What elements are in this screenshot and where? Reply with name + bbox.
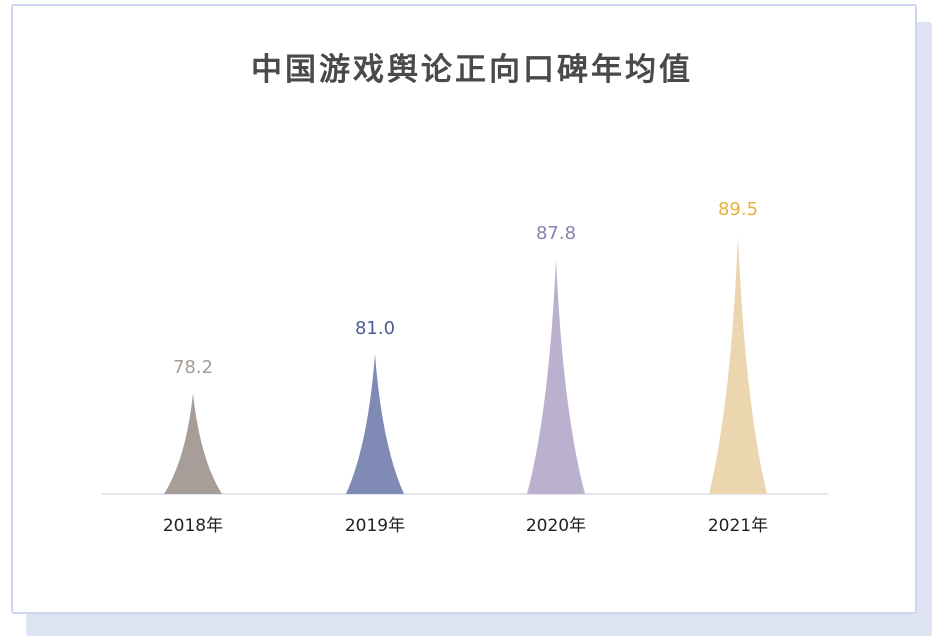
spike-bar xyxy=(709,235,767,494)
data-label: 89.5 xyxy=(718,199,758,220)
x-tick-label: 2020年 xyxy=(526,516,586,536)
spike-bar xyxy=(527,258,585,494)
data-label: 78.2 xyxy=(173,357,213,378)
chart-title: 中国游戏舆论正向口碑年均值 xyxy=(251,52,693,88)
x-tick-label: 2019年 xyxy=(345,516,405,536)
chart-card xyxy=(11,4,917,614)
data-label: 87.8 xyxy=(536,223,576,244)
x-tick-label: 2021年 xyxy=(708,516,768,536)
data-label: 81.0 xyxy=(355,318,395,339)
spike-bar xyxy=(164,393,222,494)
spike-bar xyxy=(346,354,404,494)
x-tick-label: 2018年 xyxy=(163,516,223,536)
